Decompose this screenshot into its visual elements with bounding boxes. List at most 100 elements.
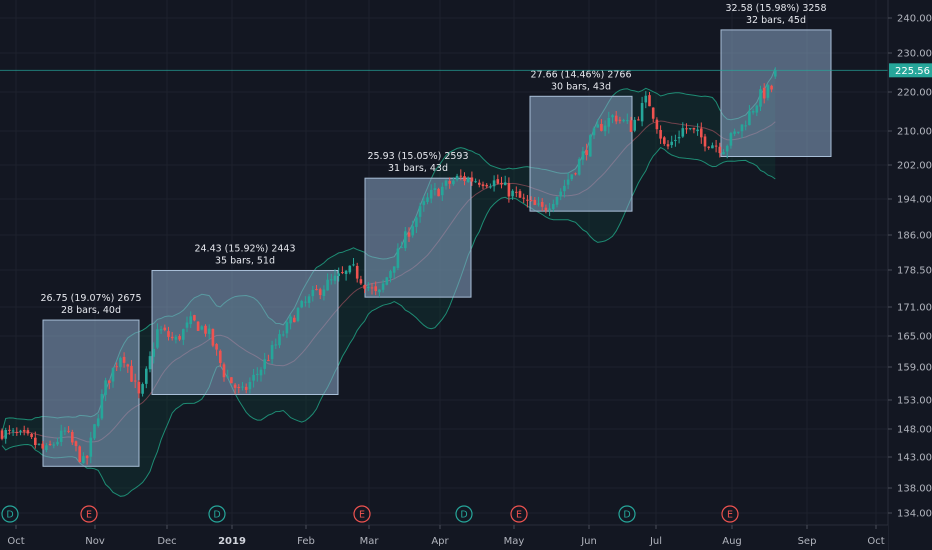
candle[interactable] [78,445,81,462]
candle-body [700,128,703,137]
earnings-marker[interactable]: E [722,506,738,522]
candle-body [589,135,592,156]
candle-body [552,204,555,209]
candle-body [596,124,599,127]
candle-body [534,200,537,205]
event-letter: E [516,510,522,521]
candle-body [382,283,385,289]
candle-body [652,108,655,119]
measure-box[interactable] [721,30,831,157]
earnings-marker[interactable]: E [81,506,97,522]
candle-body [38,444,41,445]
candle[interactable] [197,321,200,331]
candle-body [504,182,507,185]
time-tick-label: Oct [7,536,24,547]
price-tick-label: 153.00 [897,396,932,407]
candle-body [363,285,366,289]
dividend-marker[interactable]: D [2,506,18,522]
event-letter: E [86,510,92,521]
candle-body [574,173,577,174]
candle-body [289,317,292,324]
earnings-marker[interactable]: E [511,506,527,522]
candle-body [293,318,296,322]
time-axis[interactable]: Oct Nov Dec 2019 Feb Mar Apr May Jun Jul Aug Sep Oct [0,525,888,550]
candle-body [45,445,48,450]
candle-body [497,179,500,184]
candle-body [530,200,533,201]
candle-body [337,273,340,276]
candle[interactable] [212,328,215,347]
candle-body [541,202,544,207]
candle-body [622,120,625,121]
dividend-marker[interactable]: D [456,506,472,522]
earnings-marker[interactable]: E [354,506,370,522]
price-tick-label: 138.00 [897,484,932,495]
candle-body [515,192,518,193]
measure-box[interactable] [365,178,471,297]
candle-body [1,430,4,438]
price-tick-label: 220.00 [897,88,932,99]
dividend-marker[interactable]: D [209,506,225,522]
candle-body [282,334,285,335]
candle-body [286,322,289,333]
candle-body [696,130,699,131]
candle-body [726,146,729,152]
candle-body [152,349,155,357]
candle-body [127,364,130,366]
candle-body [593,128,596,135]
candle-body [493,180,496,186]
candle-body [478,183,481,185]
measure-label-bars: 35 bars, 51d [215,255,275,266]
candle-body [741,124,744,131]
candle-body [733,132,736,134]
candle-body [678,137,681,138]
candle[interactable] [386,277,389,285]
candle-body [315,289,318,290]
candle-body [304,302,307,303]
measure-box[interactable] [152,270,338,394]
candle-body [360,279,363,283]
candle[interactable] [578,157,581,175]
candle-body [197,322,200,331]
event-letter: D [460,510,467,521]
candle-body [463,176,466,181]
candle-body [238,387,241,388]
candle-body [663,137,666,144]
candle-body [297,308,300,321]
candle-body [249,382,252,389]
candle-body [90,438,93,457]
event-letter: E [727,510,733,521]
candle-body [711,145,714,148]
candle-body [341,272,344,273]
candle-body [256,374,259,375]
candle-body [204,326,207,334]
candle[interactable] [193,315,196,321]
candle-body [378,290,381,293]
last-price-label: 225.56 [895,66,930,77]
dividend-marker[interactable]: D [619,506,635,522]
event-letter: D [623,510,630,521]
measure-label-bars: 32 bars, 45d [746,15,806,26]
candle[interactable] [589,134,592,157]
candle-body [149,356,152,369]
event-markers[interactable]: DEDEDEDE [2,506,738,522]
candle-body [563,186,566,191]
candle-body [263,359,266,369]
candle-body [682,128,685,136]
candle-body [8,430,11,431]
candle-body [60,431,63,442]
candle-body [482,184,485,186]
candle[interactable] [93,424,96,440]
candle[interactable] [230,377,233,383]
candle-body [223,364,226,377]
candle[interactable] [297,307,300,322]
candle-body [201,326,204,329]
candle-body [278,334,281,345]
candle-body [134,380,137,381]
measure-label-bars: 31 bars, 43d [388,163,448,174]
candle[interactable] [300,300,303,308]
candle-body [456,176,459,180]
candle-body [193,315,196,320]
